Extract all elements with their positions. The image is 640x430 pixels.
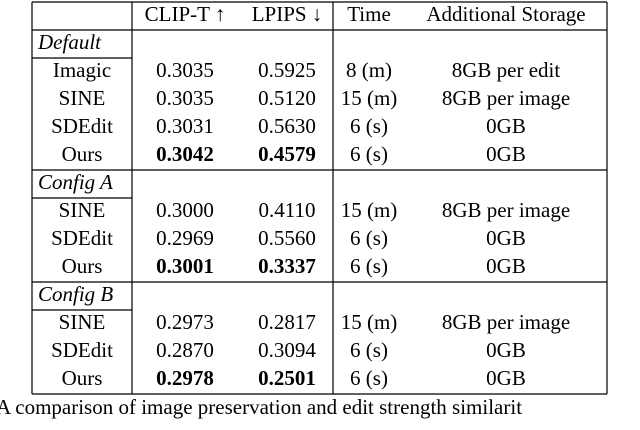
cell: 0.3337 (258, 254, 316, 278)
cell: 0.5925 (258, 58, 316, 82)
header-cell: LPIPS ↓ (252, 2, 323, 26)
cell: 6 (s) (350, 114, 388, 138)
cell: 0GB (486, 366, 526, 390)
cell: 0.2501 (258, 366, 316, 390)
group-label: Default (37, 30, 102, 54)
cell: SDEdit (51, 114, 113, 138)
cell: 0.3001 (156, 254, 214, 278)
cell: 0.3094 (258, 338, 316, 362)
header-cell: CLIP-T ↑ (145, 2, 226, 26)
cell: 0GB (486, 254, 526, 278)
cell: Ours (62, 254, 103, 278)
cell: 0.3000 (156, 198, 214, 222)
cell: 6 (s) (350, 338, 388, 362)
cell: 8 (m) (346, 58, 392, 82)
cell: 6 (s) (350, 254, 388, 278)
cell: SINE (59, 310, 106, 334)
header-cell: Time (347, 2, 391, 26)
cell: Imagic (53, 58, 111, 82)
cell: 15 (m) (341, 310, 398, 334)
group-label: Config B (38, 282, 113, 306)
caption: A comparison of image preservation and e… (0, 395, 522, 419)
cell: 0GB (486, 226, 526, 250)
cell: 0.5120 (258, 86, 316, 110)
cell: 0.2969 (156, 226, 214, 250)
cell: 0.4110 (259, 198, 316, 222)
cell: 0.5630 (258, 114, 316, 138)
cell: 8GB per image (442, 86, 570, 110)
cell: 6 (s) (350, 142, 388, 166)
cell: 8GB per edit (452, 58, 561, 82)
cell: 0.2817 (258, 310, 316, 334)
cell: Ours (62, 142, 103, 166)
header-cell: Additional Storage (426, 2, 585, 26)
cell: 6 (s) (350, 226, 388, 250)
cell: 0GB (486, 142, 526, 166)
cell: 0.3035 (156, 86, 214, 110)
cell: Ours (62, 366, 103, 390)
cell: SDEdit (51, 226, 113, 250)
cell: SINE (59, 198, 106, 222)
cell: SDEdit (51, 338, 113, 362)
cell: 6 (s) (350, 366, 388, 390)
cell: 0GB (486, 114, 526, 138)
cell: 0.2973 (156, 310, 214, 334)
cell: SINE (59, 86, 106, 110)
group-label: Config A (38, 170, 113, 194)
cell: 0.2870 (156, 338, 214, 362)
cell: 0GB (486, 338, 526, 362)
cell: 0.5560 (258, 226, 316, 250)
cell: 8GB per image (442, 198, 570, 222)
cell: 15 (m) (341, 86, 398, 110)
cell: 0.2978 (156, 366, 214, 390)
cell: 0.3042 (156, 142, 214, 166)
cell: 15 (m) (341, 198, 398, 222)
cell: 0.3031 (156, 114, 214, 138)
cell: 8GB per image (442, 310, 570, 334)
cell: 0.3035 (156, 58, 214, 82)
cell: 0.4579 (258, 142, 316, 166)
